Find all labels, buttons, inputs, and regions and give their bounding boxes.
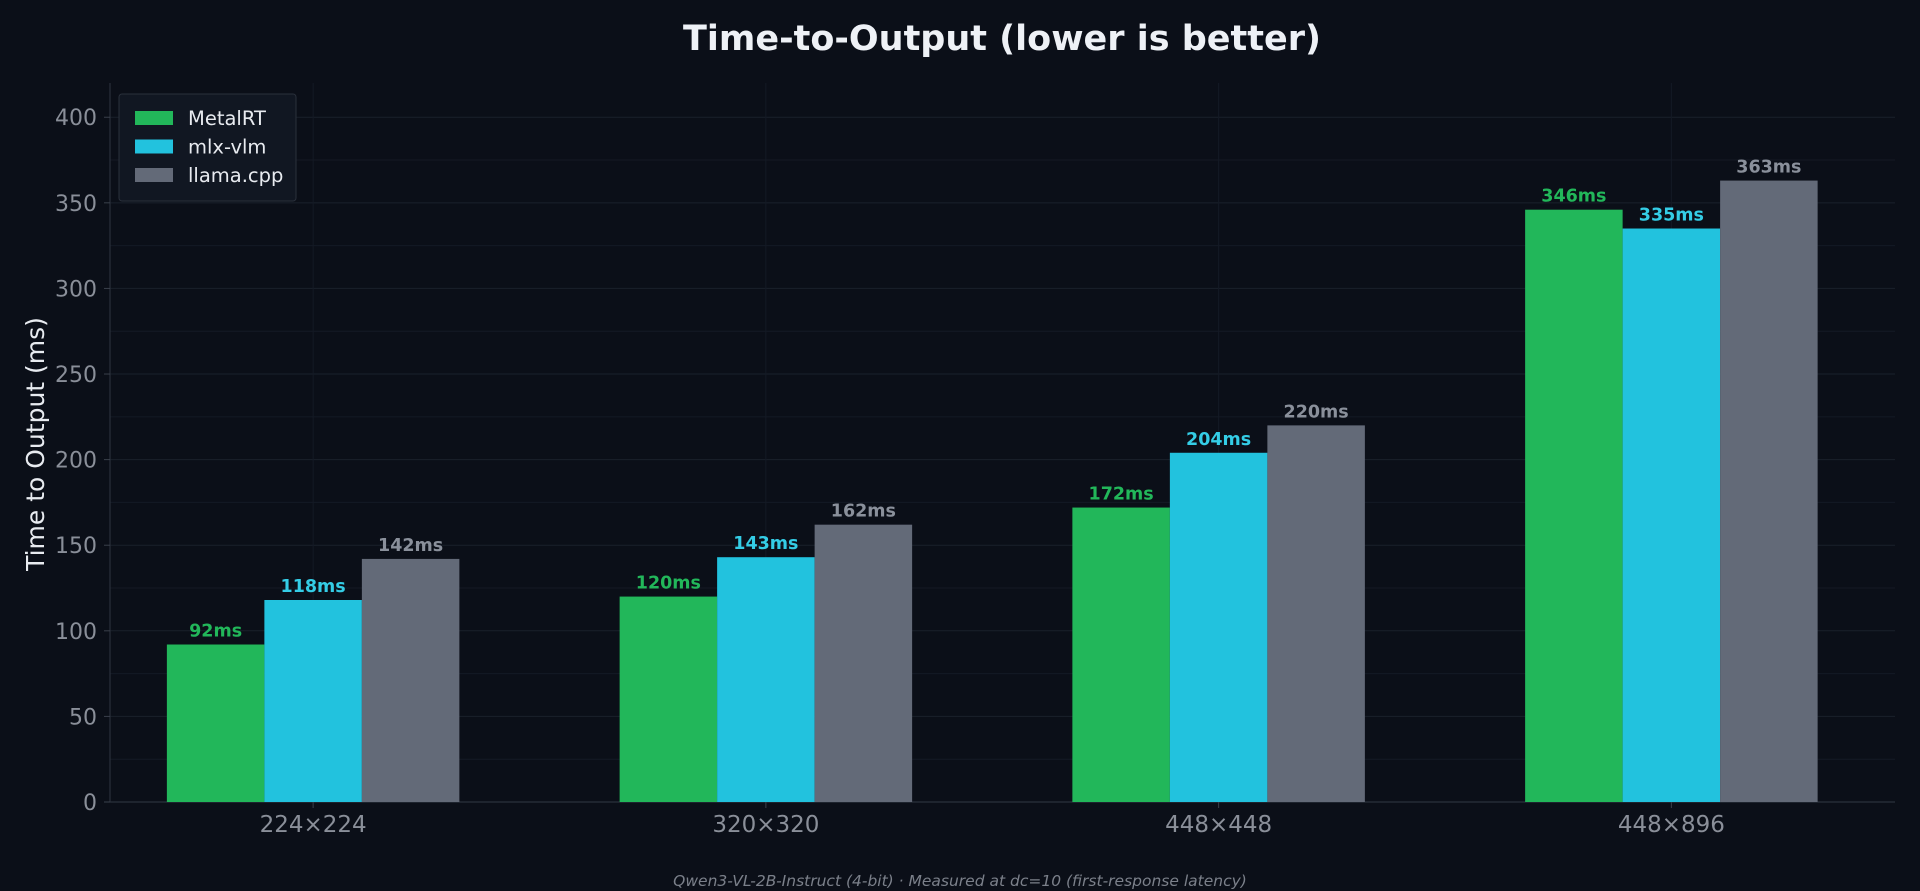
bar-value-label: 220ms xyxy=(1284,402,1349,422)
bar-value-label: 346ms xyxy=(1541,187,1606,207)
x-tick-label: 320×320 xyxy=(712,812,819,838)
y-tick-label: 300 xyxy=(55,277,97,302)
bar-llama-cpp xyxy=(814,524,913,802)
legend-swatch xyxy=(135,111,173,125)
bar-value-label: 172ms xyxy=(1089,485,1154,505)
value-labels: 92ms 118ms 142ms 120ms 143ms 162ms 172ms 204ms 2… xyxy=(189,158,1801,642)
bar-value-label: 162ms xyxy=(831,502,896,522)
legend-label: llama.cpp xyxy=(188,164,283,187)
bar-value-label: 363ms xyxy=(1736,158,1801,178)
bar-llama-cpp xyxy=(1720,180,1818,803)
y-tick-label: 250 xyxy=(55,363,97,388)
legend-swatch xyxy=(135,168,173,182)
chart-title: Time-to-Output (lower is better) xyxy=(683,19,1321,59)
legend-label: MetalRT xyxy=(188,107,266,130)
x-tick-label: 224×224 xyxy=(260,812,367,838)
chart-footnote: Qwen3-VL-2B-Instruct (4-bit) · Measured … xyxy=(673,872,1247,890)
bar-mlx-vlm xyxy=(264,599,362,802)
bar-mlx-vlm xyxy=(1622,228,1721,802)
bar-value-label: 118ms xyxy=(281,577,346,597)
bars xyxy=(166,180,1818,803)
bar-llama-cpp xyxy=(1267,425,1365,802)
legend: MetalRT mlx-vlm llama.cpp xyxy=(118,93,297,202)
bar-value-label: 204ms xyxy=(1186,430,1251,450)
bar-llama-cpp xyxy=(361,558,460,802)
y-tick-label: 200 xyxy=(55,449,97,474)
bar-value-label: 120ms xyxy=(636,574,701,594)
bar-value-label: 143ms xyxy=(733,534,798,554)
y-tick-label: 150 xyxy=(55,534,97,559)
y-tick-label: 400 xyxy=(55,106,97,131)
bar-metalrt xyxy=(619,596,718,802)
legend-label: mlx-vlm xyxy=(188,136,266,159)
bar-value-label: 335ms xyxy=(1639,206,1704,226)
bar-mlx-vlm xyxy=(1169,452,1268,802)
x-tick-label: 448×448 xyxy=(1165,812,1272,838)
y-tick-label: 100 xyxy=(55,620,97,645)
bar-mlx-vlm xyxy=(717,557,815,802)
y-tick-label: 50 xyxy=(69,705,97,730)
legend-swatch xyxy=(135,139,173,154)
y-tick-label: 0 xyxy=(83,791,97,816)
y-axis-label: Time to Output (ms) xyxy=(21,317,50,572)
bar-value-label: 92ms xyxy=(189,622,242,642)
bar-value-label: 142ms xyxy=(378,536,443,556)
bar-metalrt xyxy=(1525,209,1623,802)
x-tick-label: 448×896 xyxy=(1618,812,1725,838)
bar-metalrt xyxy=(1072,507,1170,802)
bar-metalrt xyxy=(166,644,265,802)
y-tick-label: 350 xyxy=(55,192,97,217)
